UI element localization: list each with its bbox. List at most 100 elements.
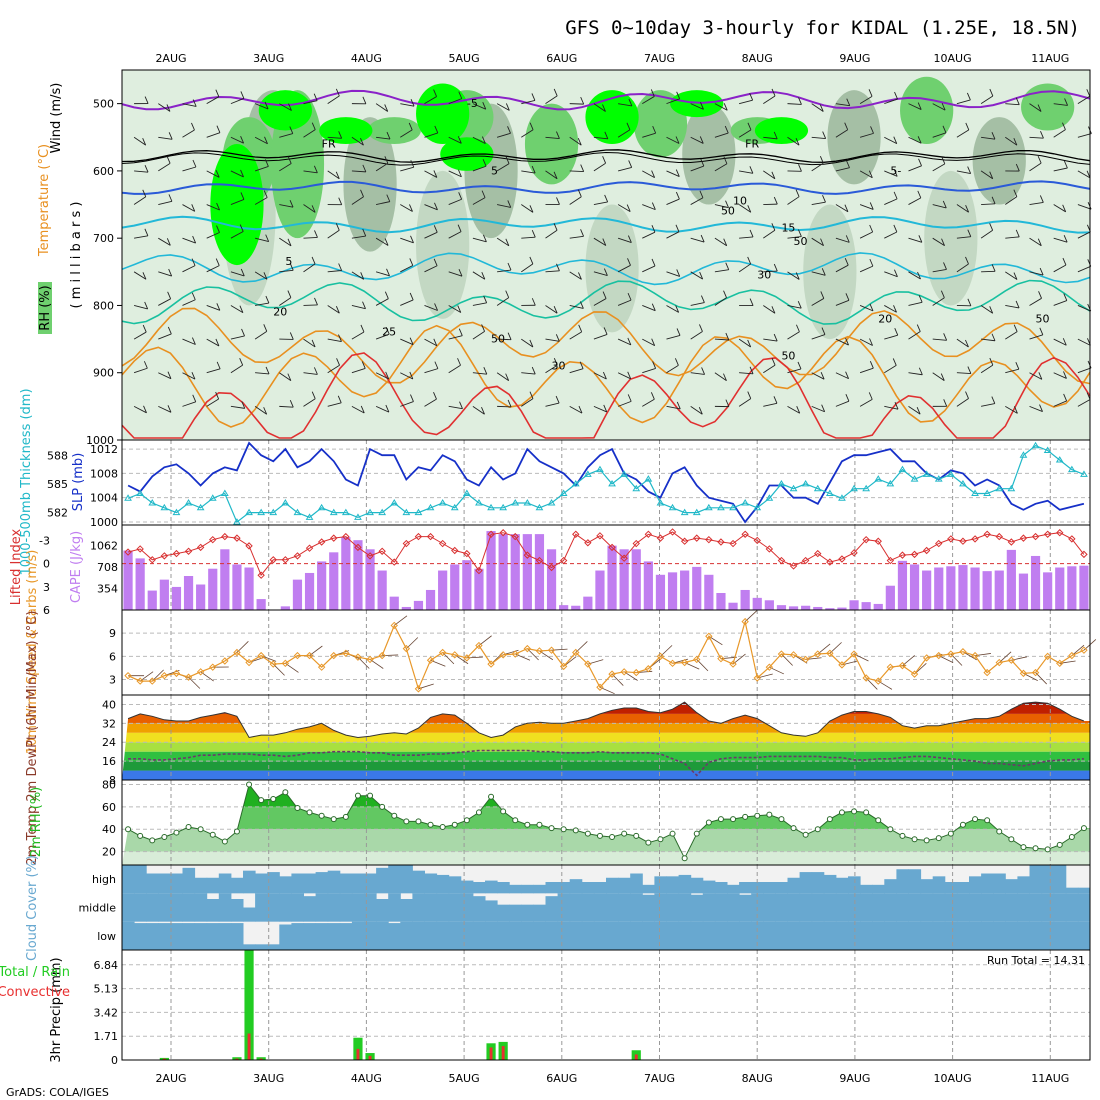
wind-barb-staff	[593, 136, 608, 140]
rh2m-point	[463, 817, 470, 824]
wind-barb-staff	[884, 334, 898, 340]
wind-barb-staff	[400, 338, 414, 346]
wind10m-point	[475, 641, 483, 650]
thickness-point	[136, 489, 145, 496]
thickness-point	[862, 484, 871, 492]
wind-barb-staff	[254, 197, 268, 205]
li-point	[983, 530, 991, 538]
wind-barb-staff	[714, 237, 727, 247]
wind10m-point	[463, 654, 471, 662]
cloud-bar-low	[182, 923, 196, 950]
wind-barb-staff	[206, 204, 220, 211]
precip-convective-bar	[162, 1058, 166, 1060]
wind10m-point	[414, 685, 423, 693]
wind-barb-staff	[206, 232, 220, 239]
wind-barb-flag	[215, 89, 220, 97]
thickness-point	[317, 503, 326, 511]
wind10m-point	[995, 658, 1003, 667]
isotherm-label: 5-	[890, 164, 901, 177]
rh2m-point	[766, 811, 773, 818]
cape-bar	[994, 570, 1004, 610]
wind-barb-flag	[989, 357, 994, 366]
wind10m-point	[898, 661, 907, 670]
wind-barb-staff	[497, 204, 511, 208]
wind-barb-staff	[1029, 372, 1043, 380]
wind-barb-staff	[472, 237, 487, 243]
rh-shading-blob	[258, 90, 312, 131]
wind-barb-staff	[859, 367, 874, 374]
cloud-bar-middle	[581, 893, 595, 922]
wind-barb-staff	[1005, 305, 1020, 309]
cloud-bar-low	[158, 923, 171, 950]
cloud-bar-high	[702, 880, 716, 894]
wind-barb-flag	[989, 306, 994, 314]
wind-barb-staff	[158, 271, 172, 277]
thickness-point	[995, 484, 1004, 492]
wind-barb-staff	[593, 372, 607, 380]
cloud-bar-high	[690, 877, 704, 894]
wind-barb-staff	[521, 263, 534, 273]
precip-tick-label: 0	[111, 1054, 118, 1067]
isotherm-label: 5	[491, 164, 498, 177]
cloud-bar-high	[424, 873, 438, 894]
cape-bar	[680, 570, 690, 610]
wind-barb-flag	[360, 272, 365, 280]
wind10m-point	[269, 660, 277, 668]
rh2m-point	[536, 821, 543, 828]
wind-barb-flag	[553, 358, 558, 366]
wind-barb-staff	[593, 237, 607, 246]
wind-barb-staff	[569, 271, 582, 280]
wind-barb-flag	[433, 338, 438, 346]
wind-barb-staff	[158, 372, 172, 380]
cloud-bar-middle	[618, 893, 631, 922]
wind-barb-staff	[811, 405, 825, 413]
wind-barb-flag	[652, 125, 657, 134]
wind-barb-flag	[700, 102, 704, 110]
thickness-point	[257, 508, 266, 516]
rh2m-point	[802, 831, 809, 838]
wind-barb-flag	[699, 136, 704, 144]
cloud-bar-middle	[460, 893, 474, 922]
wind-barb-staff	[618, 103, 632, 107]
wind-barb-staff	[1029, 271, 1044, 276]
cape-bar	[534, 534, 545, 610]
cloud-bar-middle	[702, 893, 716, 922]
wind-barb-staff	[642, 338, 655, 347]
wind-barb-staff	[351, 235, 366, 239]
cape-bar	[1030, 555, 1041, 610]
wind-barb-flag	[771, 357, 776, 366]
wind-barb-staff	[738, 99, 753, 105]
wind-barb-flag	[771, 306, 776, 314]
wind-barb-staff	[787, 305, 802, 309]
wind-barb-staff	[1077, 231, 1091, 239]
rh-contour-label: 30	[757, 269, 771, 282]
wind-barb-flag	[1063, 293, 1068, 301]
wind10m-point	[910, 670, 919, 678]
wind-barb-staff	[593, 405, 607, 413]
wind-barb-staff	[1005, 331, 1018, 340]
wind-barb-flag	[362, 301, 366, 309]
wind10m-barb	[236, 641, 249, 653]
date-tick-top: 8AUG	[742, 52, 773, 65]
wind-barb-staff	[375, 103, 388, 112]
thickness-point	[378, 508, 387, 516]
wind-barb-flag	[894, 91, 898, 100]
wind-barb-flag	[313, 93, 318, 101]
wind-barb-flag	[384, 104, 389, 112]
wind-barb-flag	[191, 371, 196, 380]
wind-barb-flag	[1039, 267, 1044, 276]
wind-barb-staff	[980, 229, 993, 239]
cloud-bar-high	[884, 879, 897, 894]
cloud-bar-middle	[146, 893, 159, 922]
wind-barb-staff	[859, 265, 874, 273]
wind-barb-flag	[553, 223, 558, 231]
cloud-bar-high	[194, 877, 208, 894]
cloud-bar-low	[388, 923, 401, 950]
wind-barb-staff	[1053, 338, 1067, 346]
rh2m-point	[1020, 844, 1027, 851]
cloud-axis-label: Cloud Cover (%)	[25, 855, 40, 961]
wind-barb-staff	[811, 298, 825, 306]
wind-barb-staff	[400, 129, 413, 138]
cloud-bar-low	[412, 921, 425, 950]
wind-barb-flag	[917, 271, 921, 280]
